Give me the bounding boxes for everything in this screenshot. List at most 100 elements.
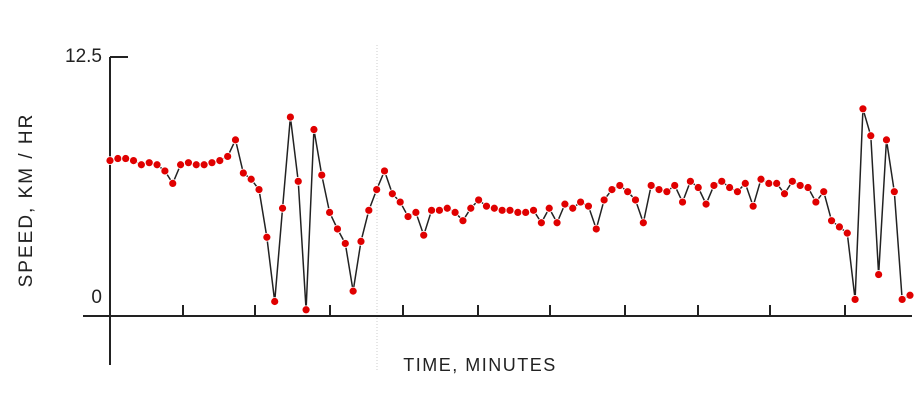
data-point <box>372 185 382 195</box>
data-point <box>678 197 687 207</box>
data-point <box>489 203 499 213</box>
data-point <box>380 166 389 176</box>
data-point <box>168 178 178 188</box>
data-point <box>693 183 703 192</box>
data-point <box>717 176 727 186</box>
data-point <box>795 181 805 190</box>
data-point <box>419 230 429 240</box>
y-tick-label: 0 <box>91 287 102 308</box>
data-point <box>113 154 123 163</box>
data-point <box>568 203 578 213</box>
y-tick-label: 12.5 <box>65 46 102 67</box>
data-point <box>889 187 899 197</box>
data-point <box>450 207 460 217</box>
data-point <box>748 201 758 211</box>
data-point <box>897 295 907 304</box>
data-point <box>827 216 836 226</box>
data-point <box>803 183 813 192</box>
data-point <box>850 295 860 304</box>
data-point <box>599 195 609 205</box>
data-point <box>333 224 342 234</box>
data-point <box>685 176 695 186</box>
data-point <box>340 239 350 248</box>
data-point <box>482 201 491 211</box>
data-point <box>654 185 664 195</box>
data-point <box>819 187 829 197</box>
data-point <box>576 197 585 207</box>
data-point <box>348 286 358 296</box>
data-point <box>176 160 185 170</box>
data-point <box>144 158 154 168</box>
data-point <box>317 170 327 180</box>
data-point <box>874 270 884 279</box>
data-point <box>184 158 193 168</box>
data-point <box>285 112 295 122</box>
data-point <box>882 135 891 145</box>
y-axis-label: SPEED, KM / HR <box>16 113 37 288</box>
x-ticks <box>182 305 846 316</box>
data-point <box>740 178 750 188</box>
data-point <box>395 197 405 207</box>
data-point <box>105 156 115 166</box>
data-point <box>560 199 570 209</box>
data-point <box>756 174 766 184</box>
data-point <box>191 160 201 170</box>
data-point <box>615 181 625 190</box>
data-point <box>136 160 146 170</box>
data-point <box>160 166 170 176</box>
data-point <box>505 205 515 215</box>
data-point <box>238 168 248 178</box>
data-point <box>905 290 915 300</box>
data-point <box>254 185 264 195</box>
data-point <box>772 178 782 188</box>
data-point <box>662 187 672 197</box>
data-point <box>521 207 531 217</box>
data-point <box>780 189 789 199</box>
data-point <box>364 205 374 215</box>
data-point <box>733 187 742 197</box>
data-point <box>709 181 719 190</box>
data-point <box>129 156 138 166</box>
data-point <box>670 181 680 190</box>
data-point <box>411 207 421 217</box>
data-point <box>293 176 303 186</box>
data-point <box>199 160 209 170</box>
data-point <box>301 305 311 315</box>
data-point <box>544 203 554 213</box>
data-point <box>356 237 366 246</box>
data-point <box>725 183 735 192</box>
data-point <box>278 203 287 213</box>
data-point <box>387 189 397 199</box>
x-axis-label: TIME, MINUTES <box>403 355 557 375</box>
data-point <box>646 181 656 190</box>
data-point <box>591 224 601 234</box>
data-point <box>513 207 523 217</box>
data-point <box>607 185 617 195</box>
data-point <box>262 232 272 242</box>
data-point <box>552 218 562 228</box>
data-point <box>623 187 633 197</box>
data-point <box>466 203 476 213</box>
data-point <box>121 154 131 163</box>
data-point <box>858 104 868 114</box>
data-point <box>701 199 711 209</box>
data-point <box>811 197 821 207</box>
data-point <box>474 195 484 205</box>
data-point <box>638 218 648 228</box>
data-point <box>442 203 452 213</box>
data-point <box>764 178 774 188</box>
data-point <box>270 297 280 306</box>
data-point <box>207 158 217 168</box>
data-point <box>866 131 876 141</box>
data-point <box>309 125 319 134</box>
data-point <box>152 160 162 170</box>
data-point <box>246 174 256 184</box>
data-point <box>458 216 468 226</box>
data-point <box>536 218 546 228</box>
data-point <box>403 212 413 221</box>
data-point <box>427 205 436 215</box>
data-point <box>631 195 640 205</box>
data-point <box>223 152 233 161</box>
